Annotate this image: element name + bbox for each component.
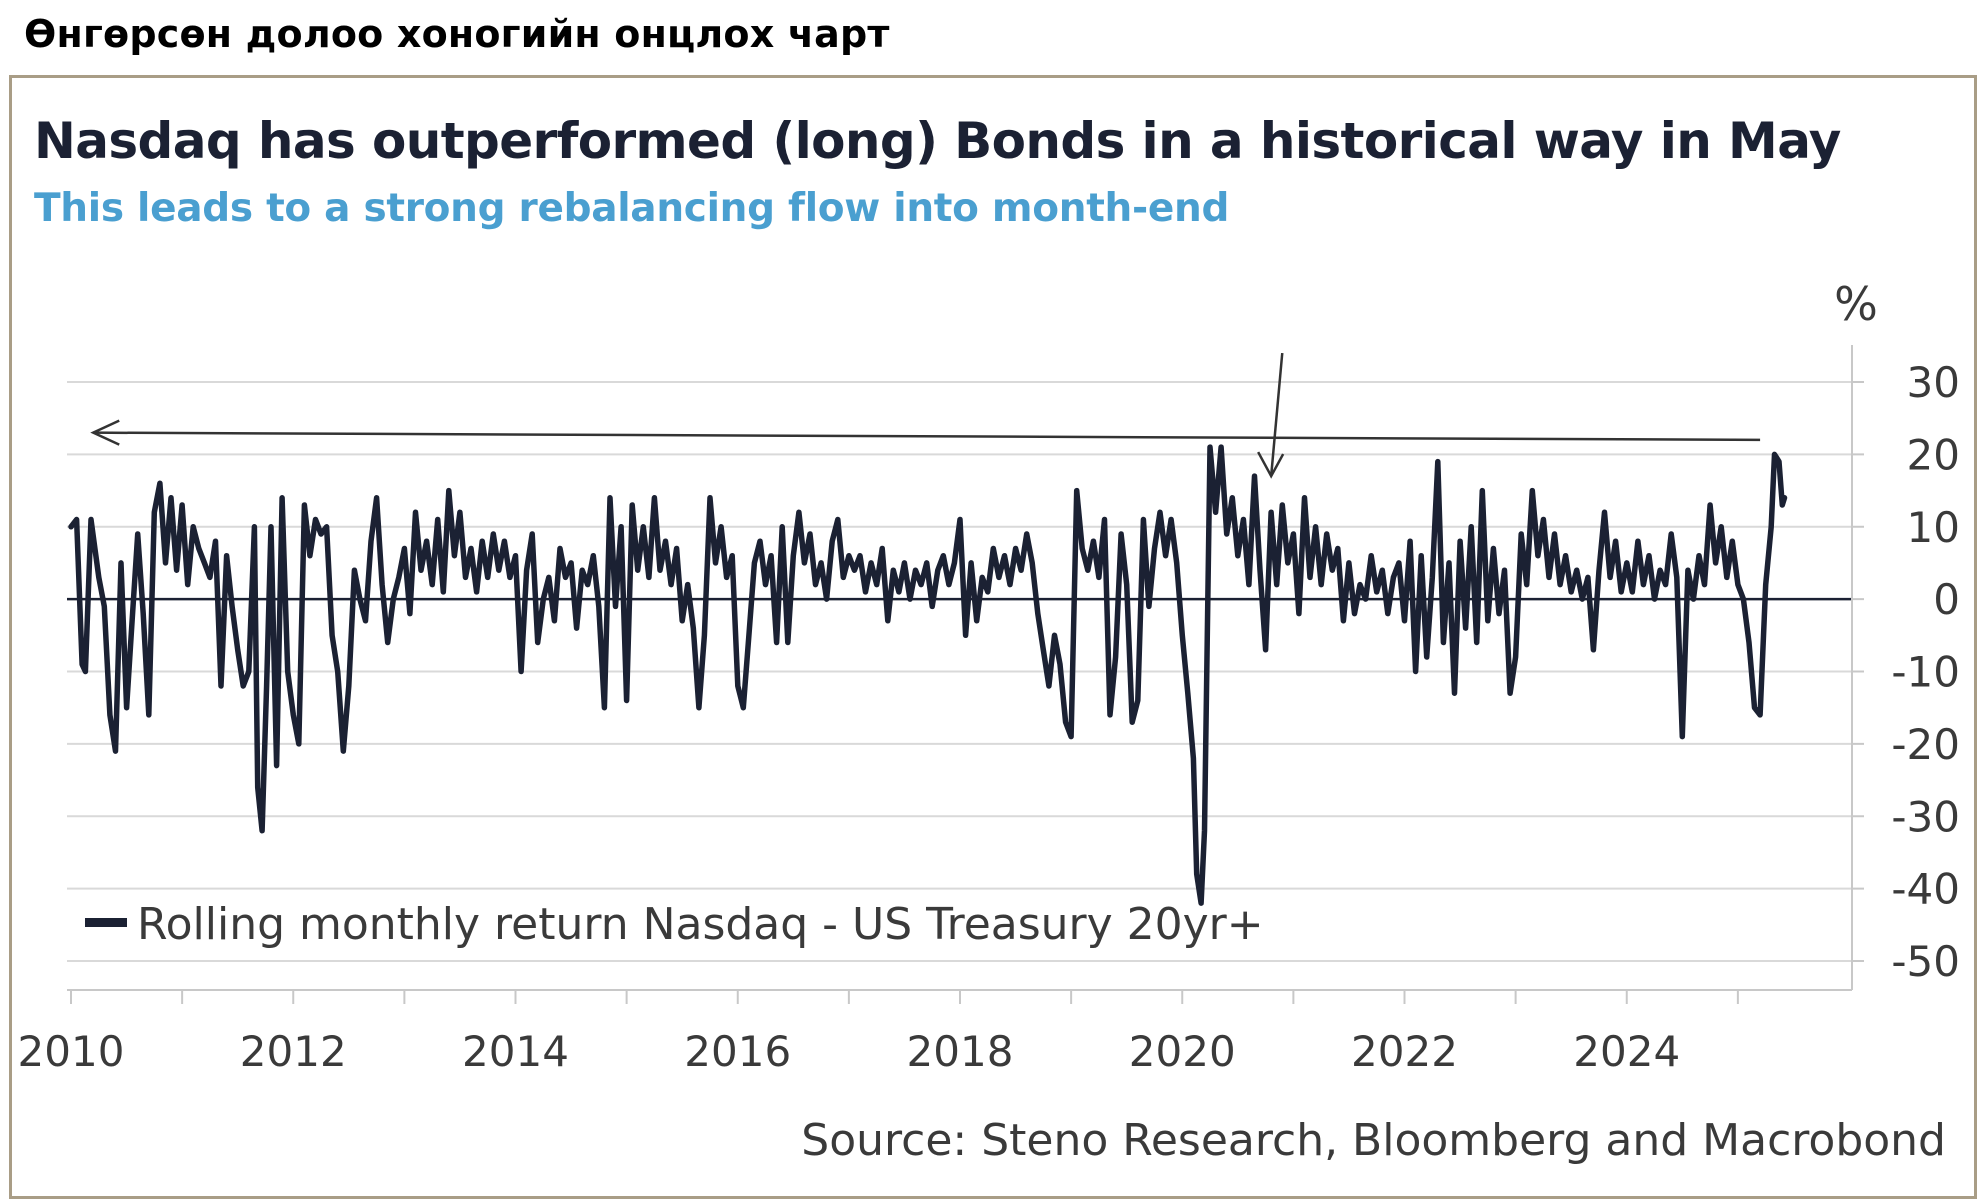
- axes: [67, 345, 1864, 1004]
- y-tick-label: -20: [1891, 720, 1960, 769]
- gridlines: [67, 381, 1852, 962]
- legend-swatch: [85, 918, 127, 927]
- y-tick-label: 0: [1933, 575, 1960, 624]
- series-line: [68, 444, 1788, 906]
- x-tick-label: 2014: [462, 1027, 569, 1076]
- y-axis-label: %: [1834, 277, 1878, 331]
- y-tick-label: -40: [1891, 865, 1960, 914]
- y-tick-label: 20: [1907, 430, 1960, 479]
- chart-frame: Nasdaq has outperformed (long) Bonds in …: [9, 75, 1977, 1199]
- x-tick-label: 2020: [1129, 1027, 1236, 1076]
- annotations: [90, 352, 1761, 479]
- pointer-arrow-shaft: [1269, 352, 1284, 477]
- chart-subtitle: This leads to a strong rebalancing flow …: [34, 186, 1230, 231]
- source-note: Source: Steno Research, Bloomberg and Ma…: [801, 1115, 1946, 1166]
- y-tick-label: 30: [1907, 358, 1960, 407]
- series-layer: [68, 444, 1788, 906]
- page-heading: Өнгөрсөн долоо хоногийн онцлох чарт: [24, 12, 890, 56]
- horizontal-arrow-head: [90, 419, 120, 446]
- horizontal-arrow-shaft: [93, 431, 1761, 442]
- x-tick-label: 2022: [1351, 1027, 1458, 1076]
- x-tick-label: 2018: [907, 1027, 1014, 1076]
- y-tick-label: -50: [1891, 937, 1960, 986]
- x-tick-label: 2010: [18, 1027, 125, 1076]
- legend-label: Rolling monthly return Nasdaq - US Treas…: [137, 899, 1264, 950]
- x-tick-label: 2016: [684, 1027, 791, 1076]
- pointer-arrow-head: [1257, 451, 1285, 479]
- x-tick-label: 2024: [1573, 1027, 1680, 1076]
- y-tick-label: 10: [1907, 503, 1960, 552]
- y-tick-label: -10: [1891, 648, 1960, 697]
- x-tick-label: 2012: [240, 1027, 347, 1076]
- y-tick-label: -30: [1891, 792, 1960, 841]
- chart-title: Nasdaq has outperformed (long) Bonds in …: [34, 112, 1841, 170]
